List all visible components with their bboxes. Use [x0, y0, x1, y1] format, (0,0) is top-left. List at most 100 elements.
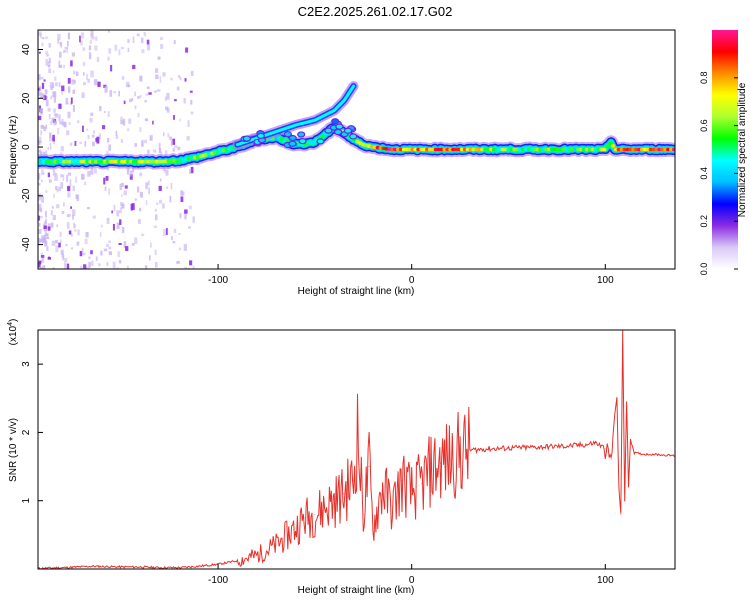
noise-speck	[120, 46, 124, 50]
noise-speck	[54, 113, 58, 116]
ridge-blob	[349, 133, 358, 140]
noise-speck	[45, 100, 49, 107]
noise-speck	[87, 207, 90, 210]
snr-point	[295, 527, 296, 529]
noise-speck	[189, 90, 193, 93]
snr-point	[411, 493, 413, 495]
noise-speck	[154, 68, 159, 73]
noise-speck	[58, 186, 62, 192]
noise-speck	[43, 234, 47, 241]
noise-speck	[45, 36, 49, 39]
noise-speck	[43, 95, 47, 101]
snr-point	[626, 401, 627, 403]
colorbar-gradient	[712, 30, 738, 269]
noise-speck	[42, 239, 46, 243]
noise-speck	[121, 76, 125, 80]
noise-speck	[53, 120, 57, 126]
noise-speck	[91, 134, 95, 138]
noise-speck	[56, 189, 59, 193]
noise-speck	[92, 130, 96, 134]
noise-speck	[79, 250, 83, 257]
noise-speck	[192, 216, 195, 223]
noise-speck	[58, 268, 62, 269]
noise-speck	[95, 256, 98, 261]
noise-speck	[46, 54, 49, 57]
snr-y-tick-label: 2	[21, 429, 32, 435]
noise-speck	[44, 210, 47, 218]
noise-speck	[38, 261, 41, 268]
snr-point	[159, 567, 161, 569]
noise-speck	[62, 174, 65, 182]
noise-speck	[183, 243, 187, 251]
noise-speck	[165, 228, 168, 235]
snr-point	[469, 449, 471, 451]
noise-speck	[38, 215, 41, 221]
snr-point	[604, 448, 606, 450]
noise-speck	[179, 118, 182, 122]
noise-speck	[65, 243, 68, 247]
noise-speck	[90, 250, 93, 255]
noise-speck	[134, 237, 138, 244]
noise-speck	[83, 264, 87, 269]
ridge-blob	[288, 140, 297, 147]
noise-speck	[39, 108, 43, 113]
noise-speck	[47, 226, 51, 231]
noise-speck	[145, 200, 148, 206]
noise-speck	[174, 99, 177, 102]
noise-speck	[157, 89, 161, 92]
noise-speck	[169, 195, 172, 203]
noise-speck	[106, 243, 110, 247]
noise-speck	[38, 228, 42, 235]
noise-speck	[156, 202, 159, 205]
snr-point	[91, 565, 93, 567]
noise-speck	[70, 206, 73, 209]
noise-speck	[170, 236, 173, 241]
noise-speck	[82, 62, 86, 67]
noise-speck	[129, 174, 133, 180]
noise-speck	[72, 105, 75, 112]
noise-speck	[39, 266, 43, 269]
noise-speck	[83, 82, 86, 86]
noise-speck	[63, 121, 67, 128]
noise-speck	[53, 193, 55, 198]
noise-speck	[154, 90, 157, 93]
noise-speck	[73, 222, 75, 229]
noise-speck	[107, 56, 110, 61]
noise-speck	[81, 32, 85, 39]
noise-speck	[160, 151, 163, 156]
noise-speck	[88, 45, 92, 51]
colorbar-tick-label: 0.6	[699, 119, 709, 132]
noise-speck	[48, 57, 51, 63]
ridge-blob	[298, 138, 307, 145]
noise-speck	[41, 196, 45, 203]
noise-speck	[48, 113, 51, 120]
colorbar-tick-label: 0.0	[699, 263, 709, 276]
noise-speck	[134, 105, 137, 110]
noise-speck	[184, 212, 187, 220]
noise-speck	[43, 223, 45, 227]
noise-speck	[84, 140, 87, 147]
noise-speck	[162, 132, 165, 137]
snr-point	[616, 397, 618, 399]
noise-speck	[40, 254, 45, 258]
noise-speck	[59, 239, 62, 244]
noise-speck	[39, 149, 42, 153]
noise-speck	[146, 86, 150, 90]
snr-point	[653, 453, 655, 455]
noise-speck	[94, 45, 98, 51]
noise-speck	[50, 85, 53, 91]
snr-point	[546, 446, 548, 448]
noise-speck	[83, 72, 85, 76]
snr-point	[314, 513, 316, 515]
noise-speck	[73, 70, 76, 75]
noise-speck	[116, 222, 120, 229]
noise-speck	[56, 204, 60, 209]
noise-speck	[39, 110, 43, 115]
noise-speck	[121, 226, 125, 234]
noise-speck	[89, 117, 93, 123]
snr-y-tick-label: 1	[21, 497, 32, 503]
noise-speck	[137, 95, 140, 99]
ridge-blob	[324, 127, 333, 134]
noise-speck	[170, 182, 173, 190]
noise-speck	[66, 214, 70, 218]
